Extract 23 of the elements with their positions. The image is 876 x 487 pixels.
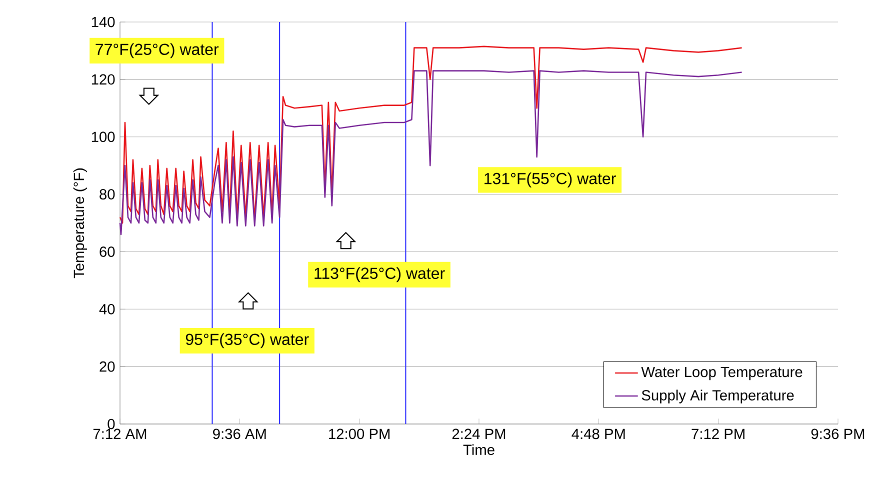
- x-axis-title: Time: [463, 444, 494, 456]
- y-tick-label: 20: [100, 361, 115, 372]
- y-tick-label: 140: [92, 16, 115, 28]
- legend-label: Supply Air Temperature: [642, 390, 794, 404]
- x-tick-label: 9:36 PM: [811, 428, 864, 440]
- y-axis-title: Temperature (°F): [73, 168, 87, 278]
- y-tick-label: 0: [108, 418, 115, 430]
- y-tick-label: 60: [100, 246, 115, 257]
- annotation: 131°F(55°C) water: [484, 172, 616, 188]
- x-tick-label: 7:12 PM: [692, 428, 744, 439]
- x-tick-label: 4:48 PM: [572, 428, 625, 440]
- annotation: 95°F(35°C) water: [186, 333, 309, 348]
- annotation: 113°F(25°C) water: [314, 267, 445, 282]
- y-tick-label: 120: [92, 74, 115, 85]
- legend-label: Water Loop Temperature: [641, 366, 802, 380]
- x-tick-label: 7:12 AM: [93, 428, 146, 439]
- y-tick-label: 40: [99, 304, 115, 314]
- x-tick-label: 9:36 AM: [213, 428, 266, 440]
- y-tick-label: 100: [92, 132, 115, 142]
- x-tick-label: 2:24 PM: [452, 428, 506, 439]
- x-tick-label: 12:00 PM: [329, 428, 390, 440]
- y-tick-label: 80: [100, 189, 115, 200]
- annotation: 77°F(25°C) water: [96, 43, 219, 58]
